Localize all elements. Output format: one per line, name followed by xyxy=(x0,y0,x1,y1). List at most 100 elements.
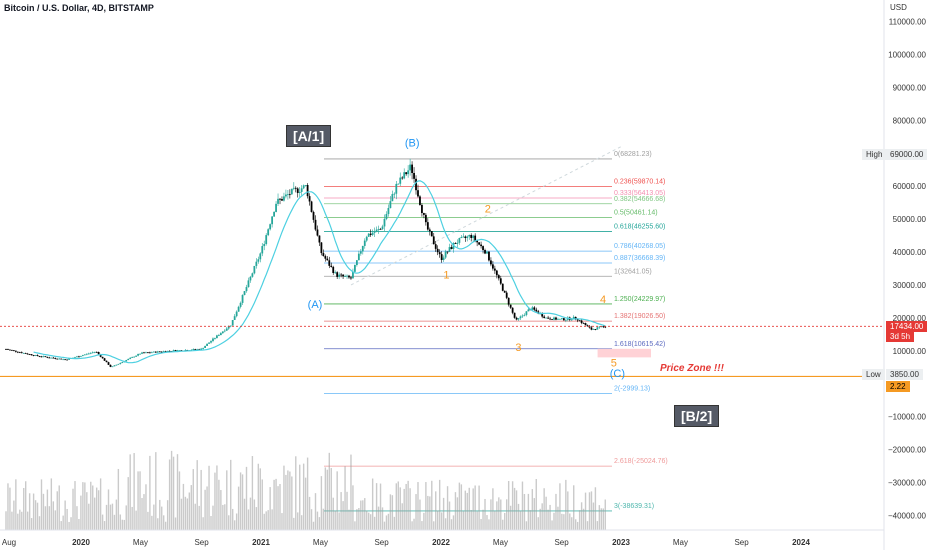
candle-body xyxy=(231,319,234,326)
candle-body xyxy=(166,350,169,352)
volume-bar xyxy=(413,518,415,530)
volume-bar xyxy=(271,509,273,530)
x-tick-label: Sep xyxy=(734,538,749,547)
volume-bar xyxy=(466,492,468,530)
volume-bar xyxy=(119,514,122,530)
x-tick-label: May xyxy=(673,538,688,547)
candle-body xyxy=(91,352,94,354)
candle-body xyxy=(11,349,13,351)
volume-bar xyxy=(21,511,23,530)
candle-body xyxy=(60,358,63,360)
candle-body xyxy=(156,351,159,353)
fib-label: 1(32641.05) xyxy=(614,268,652,275)
candle-body xyxy=(316,229,319,236)
candle-body xyxy=(375,229,378,232)
volume-bar xyxy=(149,455,151,530)
candle-body xyxy=(472,235,475,238)
candle-body xyxy=(519,316,522,319)
candle-body xyxy=(393,193,396,195)
volume-bar xyxy=(196,460,198,530)
volume-bar xyxy=(600,508,603,530)
volume-bar xyxy=(38,516,41,530)
candle-body xyxy=(103,358,106,361)
candle-body xyxy=(501,283,504,291)
candle-body xyxy=(560,318,563,320)
volume-bar xyxy=(588,492,591,530)
candle-body xyxy=(464,236,467,239)
volume-bar xyxy=(166,500,169,530)
volume-bar xyxy=(429,496,431,530)
volume-bar xyxy=(302,463,305,530)
candle-body xyxy=(22,352,25,354)
volume-bar xyxy=(523,493,526,530)
high-tag-value: 69000.00 xyxy=(886,149,928,160)
volume-bar xyxy=(324,467,327,530)
y-tick-label: 30000.00 xyxy=(893,281,927,290)
candle-body xyxy=(85,353,88,355)
wave-label-4: 4 xyxy=(600,294,606,306)
wave-label-c: (C) xyxy=(610,368,625,380)
moving-average xyxy=(33,180,606,364)
volume-bar xyxy=(84,482,86,530)
candle-body xyxy=(145,352,147,354)
volume-bar xyxy=(147,511,149,530)
volume-bar xyxy=(320,476,323,530)
volume-bar xyxy=(190,485,192,530)
candle-body xyxy=(594,329,597,330)
candle-body xyxy=(243,291,246,296)
x-tick-label: Sep xyxy=(374,538,389,547)
volume-bar xyxy=(26,511,29,530)
candle-body xyxy=(448,247,451,252)
fib-label: 1.382(19026.50) xyxy=(614,313,665,320)
fibonacci-levels: 0(68281.23) 0.236(59870.14) 0.333(56413.05… xyxy=(324,146,668,512)
candle-body xyxy=(460,237,463,239)
wave-label-5: 5 xyxy=(611,358,617,370)
volume-bar xyxy=(490,499,492,530)
volume-bar xyxy=(397,481,399,530)
volume-bar xyxy=(369,514,372,530)
volume-bar xyxy=(86,492,88,530)
candle-body xyxy=(488,251,490,261)
y-tick-label: −20000.00 xyxy=(888,446,927,455)
candle-body xyxy=(592,329,595,330)
volume-bar xyxy=(427,495,429,530)
volume-bar xyxy=(52,501,55,530)
candle-body xyxy=(225,328,228,331)
candle-body xyxy=(367,233,370,237)
candle-body xyxy=(20,352,23,354)
volume-bar xyxy=(151,515,153,530)
volume-bar xyxy=(40,479,43,530)
volume-bar xyxy=(111,503,114,530)
volume-bar xyxy=(494,511,496,530)
volume-bar xyxy=(182,483,185,530)
candle-body xyxy=(403,172,406,179)
x-tick-label: 2023 xyxy=(612,538,630,547)
candle-body xyxy=(365,236,368,241)
candle-body xyxy=(363,240,366,246)
volume-bar xyxy=(74,481,76,530)
volume-bar xyxy=(230,459,232,530)
candle-body xyxy=(247,280,250,288)
fib-label: 0.333(56413.05) xyxy=(614,190,665,197)
volume-bar xyxy=(393,516,396,530)
y-tick-label: 10000.00 xyxy=(893,347,927,356)
price-zone-box xyxy=(597,348,651,358)
candle-body xyxy=(237,306,240,312)
volume-bar xyxy=(387,513,390,530)
candle-body xyxy=(257,259,260,262)
volume-bar xyxy=(310,509,313,530)
volume-bar xyxy=(535,479,537,530)
candle-body xyxy=(30,354,33,356)
volume-bar xyxy=(505,499,508,530)
volume-bar xyxy=(328,452,330,530)
volume-bar xyxy=(202,517,204,530)
volume-bar xyxy=(460,484,463,530)
volume-bar xyxy=(458,482,461,530)
volume-bar xyxy=(435,491,437,530)
volume-bar xyxy=(117,468,120,530)
candle-body xyxy=(149,352,151,354)
volume-bar xyxy=(594,487,597,530)
candle-body xyxy=(227,326,230,329)
volume-bar xyxy=(212,505,214,530)
volume-bar xyxy=(137,471,139,530)
